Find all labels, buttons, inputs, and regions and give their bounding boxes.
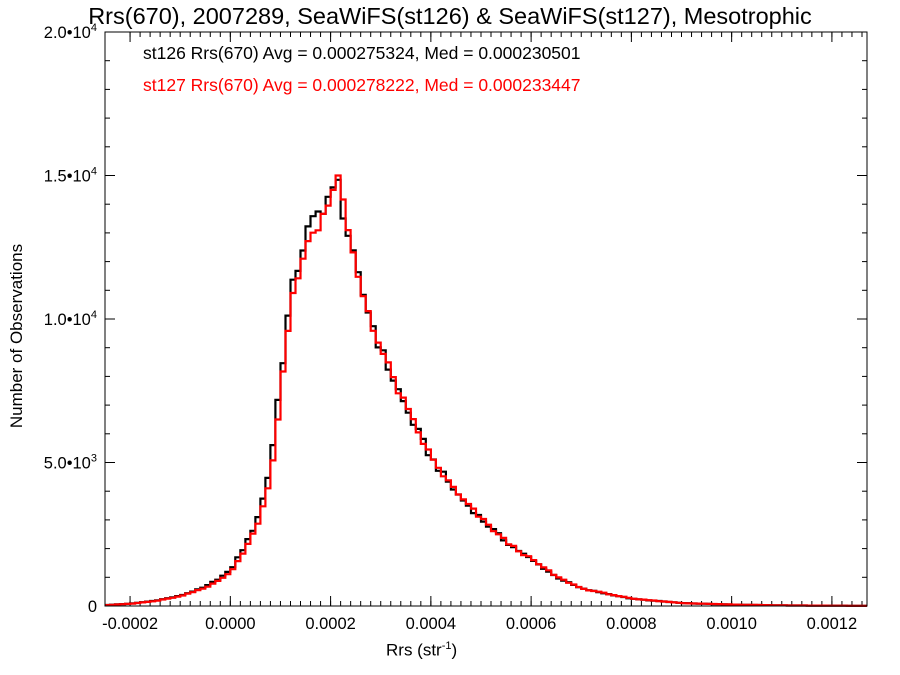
x-axis-label-end: ) <box>451 640 458 660</box>
legend-entry-st126: st126 Rrs(670) Avg = 0.000275324, Med = … <box>143 43 581 63</box>
y-tick-label: 5.0•103 <box>44 453 97 473</box>
series-group <box>105 174 867 607</box>
x-tick-label: 0.0012 <box>807 615 857 633</box>
y-tick-exponent: 3 <box>91 453 97 465</box>
x-tick-label: 0.0000 <box>205 615 255 633</box>
axis-ticks: -0.0002 0.0000 0.0002 0.0004 0.0006 0.0008 0.0… <box>44 22 867 633</box>
series-line-st127 <box>105 174 867 607</box>
y-tick-label: 1.5•104 <box>44 166 97 186</box>
chart-title: Rrs(670), 2007289, SeaWiFS(st126) & SeaW… <box>88 3 812 29</box>
y-axis-label: Number of Observations <box>7 243 26 429</box>
y-tick-label: 2.0•104 <box>44 22 97 42</box>
x-tick-label: -0.0002 <box>102 615 158 633</box>
series-line-st126 <box>105 178 867 607</box>
x-axis-label-main: Rrs (str <box>386 640 442 660</box>
x-tick-label: 0.0008 <box>606 615 656 633</box>
x-tick-label: 0.0006 <box>506 615 556 633</box>
x-tick-label: 0.0002 <box>305 615 355 633</box>
y-tick-label: 0 <box>88 598 97 616</box>
legend-entry-st127: st127 Rrs(670) Avg = 0.000278222, Med = … <box>143 75 581 95</box>
y-tick-exponent: 4 <box>91 22 97 34</box>
y-tick-exponent: 4 <box>91 309 97 321</box>
plot-frame <box>104 31 868 607</box>
y-tick-exponent: 4 <box>91 166 97 178</box>
x-axis-label-sup: -1 <box>441 640 452 652</box>
x-tick-label: 0.0004 <box>406 615 456 633</box>
x-tick-label: 0.0010 <box>706 615 756 633</box>
y-tick-label: 1.0•104 <box>44 309 97 329</box>
x-axis-label: Rrs (str-1) <box>386 640 457 661</box>
